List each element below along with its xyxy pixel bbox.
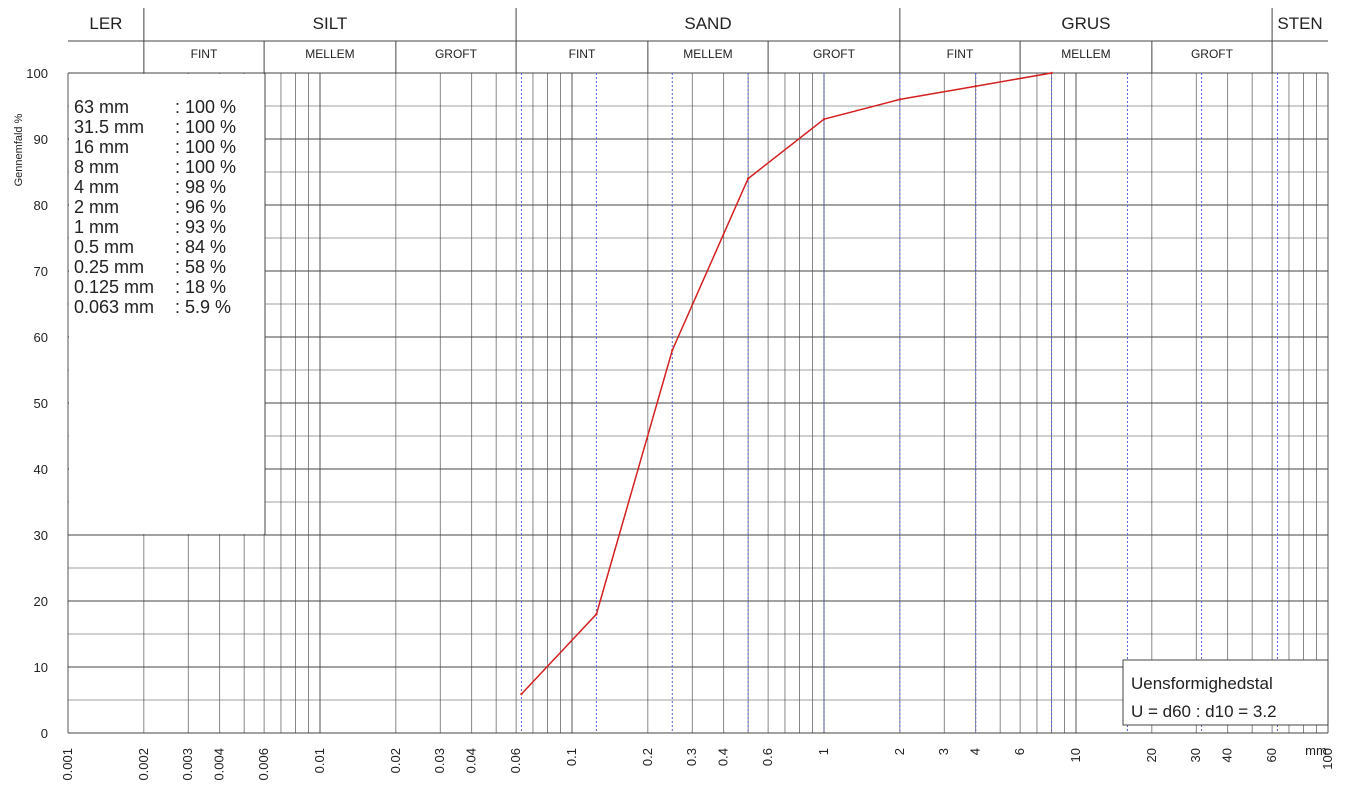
x-tick-label: 0.03	[432, 748, 447, 773]
subclass-label: MELLEM	[1061, 47, 1110, 61]
subclass-label: GROFT	[435, 47, 478, 61]
sieve-size: 0.125 mm	[74, 277, 154, 297]
sieve-passing: : 84 %	[175, 237, 226, 257]
x-tick-label: 100	[1320, 748, 1335, 770]
sieve-size: 8 mm	[74, 157, 119, 177]
data-point	[974, 85, 977, 88]
x-tick-label: 0.02	[388, 748, 403, 773]
x-tick-label: 0.2	[640, 748, 655, 766]
y-tick-labels: 0 10 20 30 40 50 60 70 80 90 100	[26, 66, 48, 741]
sieve-passing: : 18 %	[175, 277, 226, 297]
soil-class-header: LER SILT FINT MELLEM GROFT SAND FINT MELLEM GROF…	[68, 8, 1328, 73]
data-point	[822, 118, 826, 121]
sieve-size: 0.063 mm	[74, 297, 154, 317]
x-tick-label: 4	[968, 748, 983, 755]
sieve-size: 4 mm	[74, 177, 119, 197]
x-tick-label: 0.01	[312, 748, 327, 773]
class-label: LER	[89, 14, 122, 33]
series-line	[520, 72, 1052, 695]
y-tick-label: 60	[34, 330, 48, 345]
sieve-passing: : 96 %	[175, 197, 226, 217]
x-tick-label: 0.006	[256, 748, 271, 781]
uniformity-box: Uensformighedstal U = d60 : d10 = 3.2	[1122, 659, 1329, 726]
sieve-passing: : 98 %	[175, 177, 226, 197]
class-label: SILT	[313, 14, 348, 33]
subclass-label: FINT	[191, 47, 218, 61]
x-tick-label: 60	[1264, 748, 1279, 762]
class-label: STEN	[1277, 14, 1322, 33]
y-tick-label: 30	[34, 528, 48, 543]
data-point	[1050, 71, 1053, 75]
sieve-size: 63 mm	[74, 97, 129, 117]
x-tick-label: 40	[1220, 748, 1235, 762]
x-tick-label: 0.1	[564, 748, 579, 766]
x-tick-label: 1	[816, 748, 831, 755]
y-tick-label: 0	[41, 726, 48, 741]
x-tick-label: 0.3	[684, 748, 699, 766]
data-point	[898, 98, 902, 101]
x-tick-label: 0.004	[212, 748, 227, 781]
sieve-size: 0.25 mm	[74, 257, 144, 277]
x-tick-label: 0.04	[464, 748, 479, 773]
sieve-size: 1 mm	[74, 217, 119, 237]
sieve-size: 31.5 mm	[74, 117, 144, 137]
x-tick-label: 6	[1012, 748, 1027, 755]
uniformity-formula: U = d60 : d10 = 3.2	[1131, 702, 1277, 721]
y-tick-label: 20	[34, 594, 48, 609]
sieve-size: 16 mm	[74, 137, 129, 157]
x-tick-label: 30	[1188, 748, 1203, 762]
y-tick-label: 100	[26, 66, 48, 81]
subclass-label: MELLEM	[305, 47, 354, 61]
subclass-label: GROFT	[1191, 47, 1234, 61]
y-tick-label: 70	[34, 264, 48, 279]
uniformity-panel	[1122, 659, 1329, 726]
series	[520, 71, 1053, 696]
x-tick-label: 0.06	[508, 748, 523, 773]
x-axis-unit: mm	[1305, 743, 1327, 758]
class-label: SAND	[684, 14, 731, 33]
class-label: GRUS	[1061, 14, 1110, 33]
data-point	[671, 349, 674, 352]
x-tick-label: 2	[892, 748, 907, 755]
sieve-lines	[520, 73, 1278, 733]
sieve-passing: : 100 %	[175, 97, 236, 117]
y-tick-label: 50	[34, 396, 48, 411]
sieve-passing: : 100 %	[175, 137, 236, 157]
data-point	[595, 613, 598, 616]
x-tick-label: 0.001	[60, 748, 75, 781]
sieve-table: 63 mm : 100 % 31.5 mm : 100 % 16 mm : 100 % 8 …	[69, 73, 266, 535]
y-tick-label: 80	[34, 198, 48, 213]
x-tick-label: 0.4	[716, 748, 731, 766]
y-tick-label: 40	[34, 462, 48, 477]
sieve-passing: : 58 %	[175, 257, 226, 277]
subclass-label: FINT	[569, 47, 596, 61]
sieve-table-panel	[69, 74, 265, 534]
x-tick-label: 0.002	[136, 748, 151, 781]
sieve-size: 2 mm	[74, 197, 119, 217]
x-tick-label: 10	[1068, 748, 1083, 762]
y-tick-label: 90	[34, 132, 48, 147]
sieve-passing: : 5.9 %	[175, 297, 231, 317]
y-tick-label: 10	[34, 660, 48, 675]
x-tick-label: 0.6	[760, 748, 775, 766]
subclass-label: FINT	[947, 47, 974, 61]
subclass-label: MELLEM	[683, 47, 732, 61]
sieve-passing: : 100 %	[175, 157, 236, 177]
sieve-size: 0.5 mm	[74, 237, 134, 257]
x-tick-label: 20	[1144, 748, 1159, 762]
subclass-label: GROFT	[813, 47, 856, 61]
y-axis-label: Gennemfald %	[13, 113, 25, 186]
uniformity-title: Uensformighedstal	[1131, 674, 1273, 693]
x-tick-label: 3	[936, 748, 951, 755]
x-tick-label: 0.003	[180, 748, 195, 781]
sieve-passing: : 100 %	[175, 117, 236, 137]
data-point	[746, 177, 750, 180]
sieve-passing: : 93 %	[175, 217, 226, 237]
x-tick-labels: 0.001 0.002 0.003 0.004 0.006 0.01 0.02 0.03 0.0…	[60, 748, 1335, 781]
data-point	[520, 692, 523, 696]
